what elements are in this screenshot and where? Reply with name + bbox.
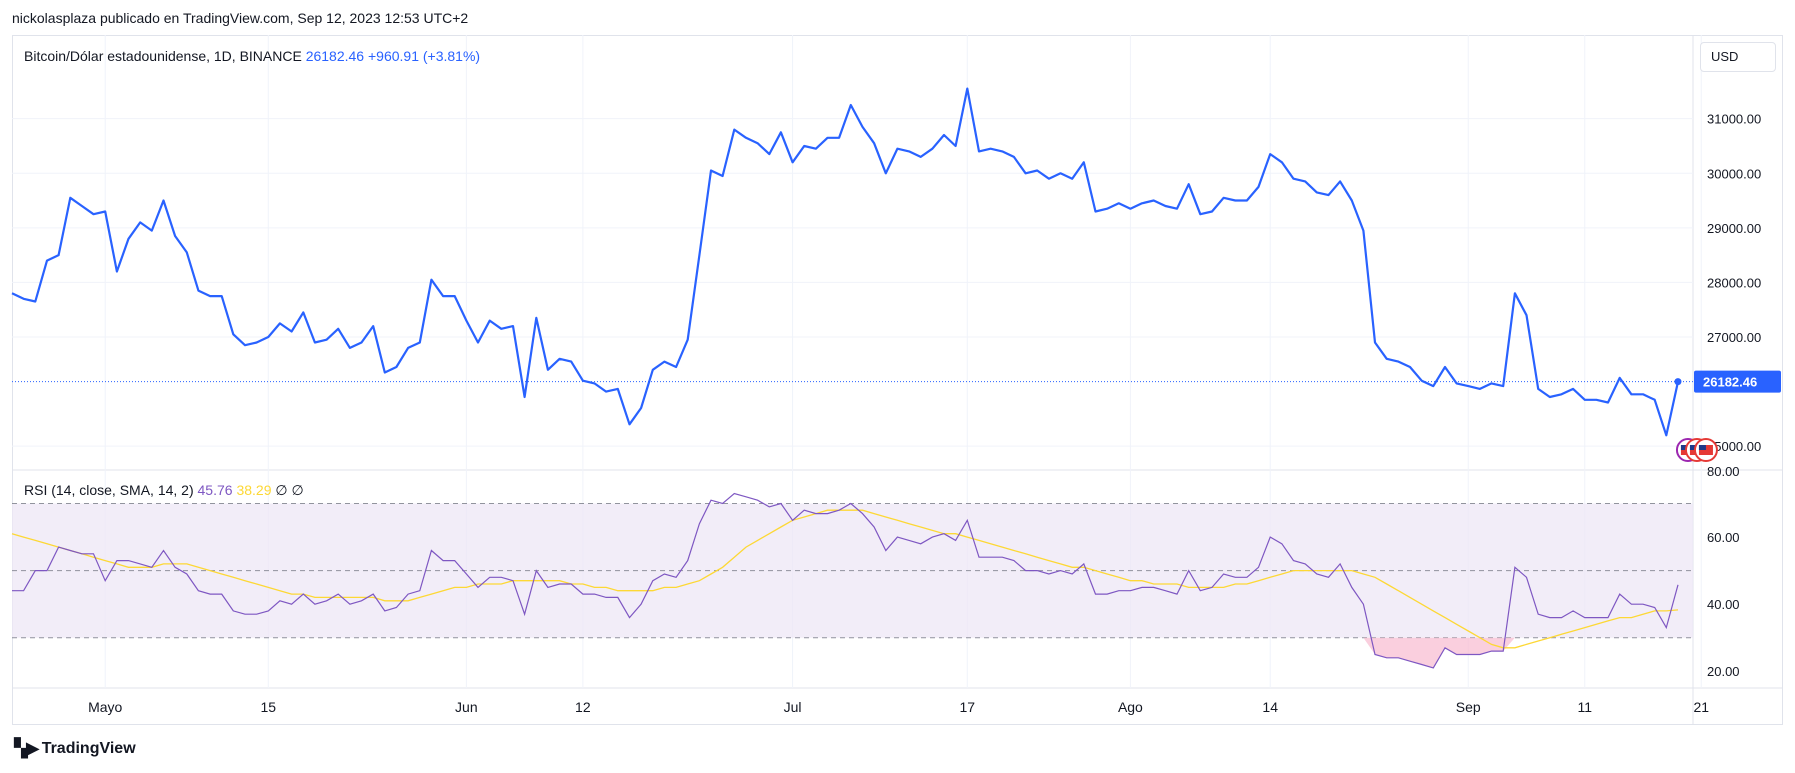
rsi-value: 45.76: [197, 482, 233, 498]
rsi-label: RSI (14, close, SMA, 14, 2): [24, 482, 194, 498]
price-tick-label: 31000.00: [1707, 112, 1761, 127]
time-tick-label: 17: [960, 699, 976, 715]
flag-canton-icon: [1698, 445, 1706, 450]
price-change-value: +960.91 (+3.81%): [368, 48, 481, 64]
last-price-badge: [1694, 370, 1781, 393]
last-price-badge-label: 26182.46: [1703, 375, 1757, 390]
chart-frame: [12, 35, 1783, 725]
rsi-line: [12, 492, 1679, 669]
currency-button[interactable]: USD: [1700, 42, 1776, 72]
time-tick-label: Ago: [1118, 699, 1143, 715]
time-tick-label: 14: [1262, 699, 1278, 715]
publish-attribution: nickolasplaza publicado en TradingView.c…: [12, 10, 469, 26]
time-tick-label: 12: [575, 699, 591, 715]
rsi-tick-label: 80.00: [1707, 464, 1740, 479]
price-tick-label: 30000.00: [1707, 166, 1761, 181]
flag-canton-icon: [1689, 445, 1697, 450]
time-tick-label: Jun: [455, 699, 478, 715]
rsi-tick-label: 60.00: [1707, 530, 1740, 545]
rsi-extra-values: ∅ ∅: [275, 482, 304, 498]
price-tick-label: 25000.00: [1707, 439, 1761, 454]
price-tick-label: 27000.00: [1707, 330, 1761, 345]
price-tick-label: 28000.00: [1707, 275, 1761, 290]
time-tick-label: Jul: [784, 699, 802, 715]
time-tick-label: 11: [1577, 699, 1592, 715]
time-tick-label: Mayo: [88, 699, 122, 715]
last-price-value: 26182.46: [305, 48, 365, 64]
rsi-tick-label: 20.00: [1707, 664, 1740, 679]
time-tick-label: Sep: [1456, 699, 1481, 715]
time-tick-label: 15: [261, 699, 277, 715]
brand-label: TradingView: [41, 739, 136, 757]
rsi-sma-line: [11, 509, 1679, 649]
last-price-point: [1674, 378, 1682, 386]
price-series-line: [11, 87, 1680, 437]
symbol-legend: Bitcoin/Dólar estadounidense, 1D, BINANC…: [24, 48, 480, 64]
symbol-label: Bitcoin/Dólar estadounidense, 1D, BINANC…: [24, 48, 302, 64]
rsi-legend: RSI (14, close, SMA, 14, 2) 45.76 38.29 …: [24, 482, 304, 499]
rsi-oversold-fill: [1363, 637, 1515, 668]
rsi-sma-value: 38.29: [236, 482, 272, 498]
price-tick-label: 29000.00: [1707, 221, 1761, 236]
tradingview-brand[interactable]: ▚▶ TradingView: [14, 738, 136, 759]
flag-canton-icon: [1680, 445, 1688, 450]
tradingview-logo-icon: ▚▶: [14, 738, 40, 758]
rsi-tick-label: 40.00: [1707, 597, 1740, 612]
time-tick-label: 21: [1693, 699, 1709, 715]
